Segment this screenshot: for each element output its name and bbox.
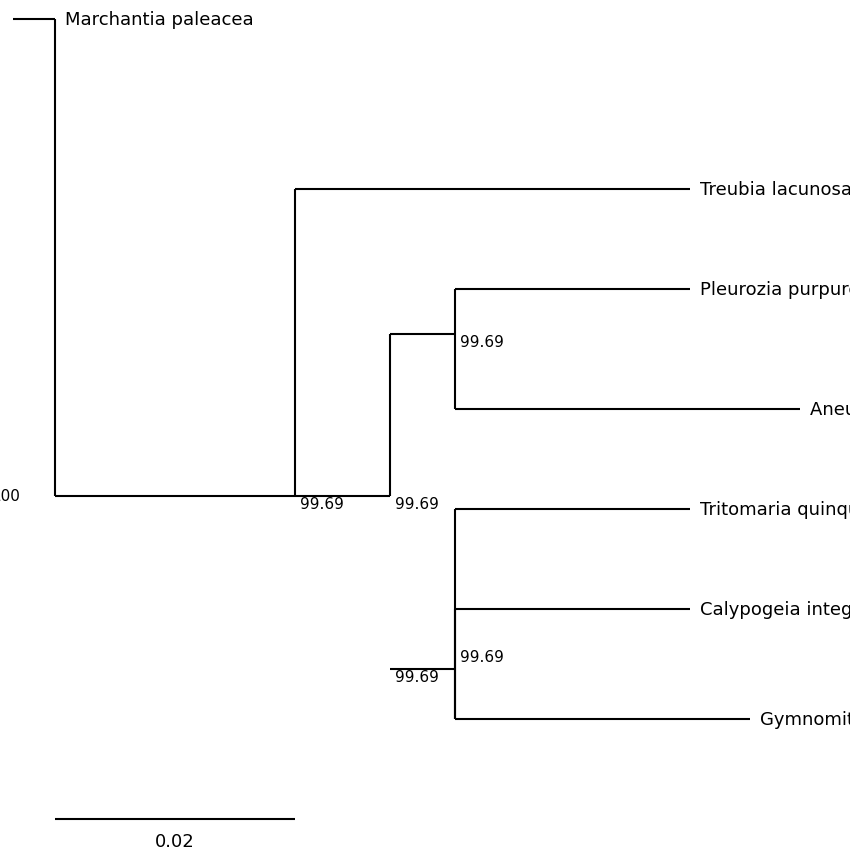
Text: Gymnomitrion concinnatum: Gymnomitrion concinnatum — [760, 711, 850, 728]
Text: 99.69: 99.69 — [460, 649, 504, 664]
Text: Pleurozia purpurea: Pleurozia purpurea — [700, 281, 850, 299]
Text: 100: 100 — [0, 489, 20, 504]
Text: 99.69: 99.69 — [460, 334, 504, 350]
Text: 99.69: 99.69 — [395, 670, 439, 684]
Text: Marchantia paleacea: Marchantia paleacea — [65, 11, 254, 29]
Text: 99.69: 99.69 — [395, 496, 439, 512]
Text: 0.02: 0.02 — [156, 832, 195, 850]
Text: Aneura pinguis: Aneura pinguis — [810, 401, 850, 419]
Text: Calypogeia integristipula: Calypogeia integristipula — [700, 601, 850, 618]
Text: Tritomaria quinquedentata: Tritomaria quinquedentata — [700, 501, 850, 519]
Text: 99.69: 99.69 — [300, 496, 344, 512]
Text: Treubia lacunosa: Treubia lacunosa — [700, 181, 850, 199]
